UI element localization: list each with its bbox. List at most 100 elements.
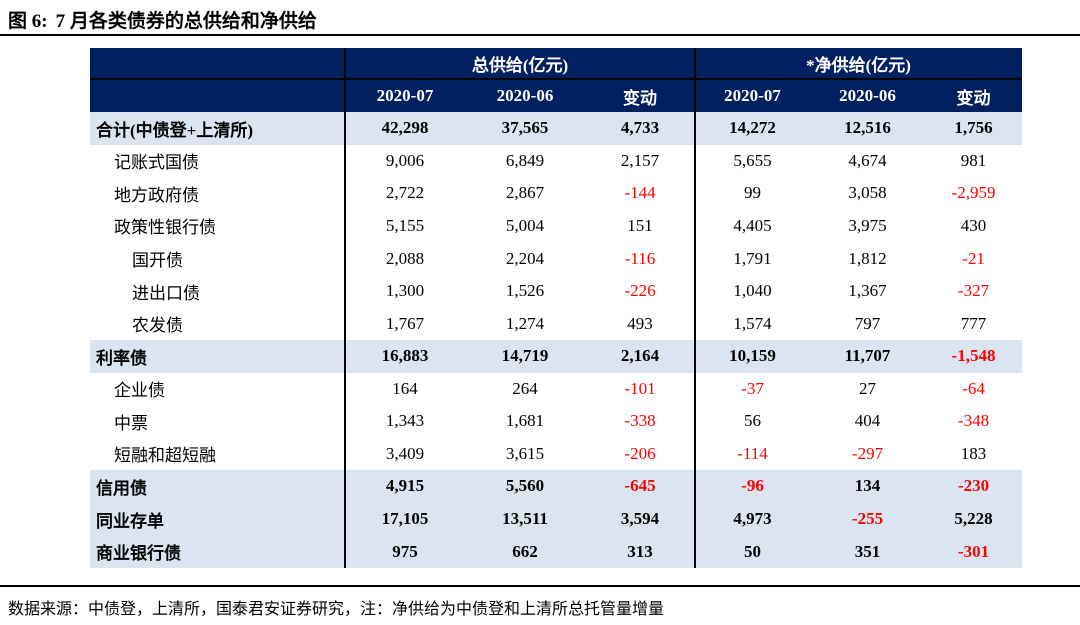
value-cell: 13,511	[502, 509, 548, 529]
value-cell: 6,849	[505, 150, 545, 170]
table-group-header-row: 总供给(亿元) *净供给(亿元)	[90, 48, 1022, 80]
table-divider-right	[694, 48, 696, 568]
group-header-net-supply: *净供给(亿元)	[806, 55, 911, 75]
value-cell: 4,973	[733, 509, 772, 529]
row-label: 国开债	[132, 251, 183, 271]
value-cell: -96	[741, 476, 764, 496]
value-cell: 16,883	[381, 346, 429, 366]
value-cell: 5,655	[733, 150, 772, 170]
column-header-2020-06: 2020-06	[496, 86, 554, 105]
value-cell: 134	[854, 476, 881, 496]
value-cell: 2,722	[385, 183, 425, 203]
value-cell: 99	[744, 183, 761, 203]
value-cell: 4,733	[620, 118, 660, 138]
value-cell: 777	[960, 313, 987, 333]
value-cell: 9,006	[385, 150, 425, 170]
value-cell: -2,959	[951, 183, 996, 203]
value-cell: 1,040	[733, 281, 772, 301]
value-cell: 5,228	[954, 509, 993, 529]
title-divider-line	[0, 34, 1080, 36]
value-cell: 2,204	[505, 248, 545, 268]
value-cell: 662	[512, 541, 538, 561]
table-row: 短融和超短融 3,409 3,615 -206 -114 -297 183	[90, 438, 1022, 471]
row-label: 企业债	[114, 381, 165, 401]
value-cell: -226	[624, 281, 656, 301]
value-cell: 37,565	[501, 118, 549, 138]
row-label: 利率债	[96, 348, 147, 368]
table-row: 地方政府债 2,722 2,867 -144 99 3,058 -2,959	[90, 177, 1022, 210]
value-cell: -206	[624, 443, 656, 463]
column-header-empty	[90, 80, 345, 112]
value-cell: 1,812	[848, 248, 887, 268]
value-cell: -101	[624, 378, 656, 398]
value-cell: 164	[392, 378, 418, 398]
group-header-empty	[90, 48, 345, 78]
value-cell: 5,004	[505, 215, 545, 235]
table-row: 信用债 4,915 5,560 -645 -96 134 -230	[90, 470, 1022, 503]
value-cell: -645	[624, 476, 656, 496]
value-cell: -297	[851, 443, 884, 463]
value-cell: 4,674	[848, 150, 887, 170]
table-row: 国开债 2,088 2,204 -116 1,791 1,812 -21	[90, 242, 1022, 275]
table-body: 合计(中债登+上清所) 42,298 37,565 4,733 14,272 12,516…	[90, 112, 1022, 568]
table-row: 农发债 1,767 1,274 493 1,574 797 777	[90, 307, 1022, 340]
row-label: 同业存单	[96, 511, 164, 531]
value-cell: 1,681	[505, 411, 545, 431]
figure-number-label: 图 6:	[8, 11, 48, 32]
value-cell: 4,405	[733, 215, 772, 235]
value-cell: -348	[957, 411, 990, 431]
value-cell: 11,707	[844, 346, 891, 366]
group-header-total-supply: 总供给(亿元)	[471, 55, 569, 75]
value-cell: 10,159	[729, 346, 776, 366]
table-row: 合计(中债登+上清所) 42,298 37,565 4,733 14,272 12,516…	[90, 112, 1022, 145]
row-label: 政策性银行债	[114, 218, 216, 238]
value-cell: 2,157	[620, 150, 660, 170]
value-cell: 1,791	[733, 248, 772, 268]
figure-title-text: 7 月各类债券的总供给和净供给	[55, 11, 317, 32]
value-cell: -21	[962, 248, 985, 268]
value-cell: -64	[962, 378, 985, 398]
row-label: 记账式国债	[114, 153, 199, 173]
value-cell: 313	[627, 541, 653, 561]
table-row: 中票 1,343 1,681 -338 56 404 -348	[90, 405, 1022, 438]
value-cell: 1,767	[385, 313, 425, 333]
value-cell: 3,615	[505, 443, 545, 463]
row-label: 中票	[114, 413, 148, 433]
row-label: 农发债	[132, 316, 183, 336]
row-label: 地方政府债	[114, 185, 199, 205]
value-cell: 17,105	[381, 509, 429, 529]
column-header-change: 变动	[956, 88, 991, 108]
value-cell: -37	[741, 378, 764, 398]
value-cell: 430	[960, 215, 987, 235]
value-cell: 1,574	[733, 313, 772, 333]
value-cell: 3,975	[848, 215, 887, 235]
value-cell: 2,088	[385, 248, 425, 268]
value-cell: 1,526	[505, 281, 545, 301]
value-cell: 1,300	[385, 281, 425, 301]
value-cell: 3,409	[385, 443, 425, 463]
value-cell: 56	[744, 411, 761, 431]
value-cell: 2,867	[505, 183, 545, 203]
table-column-header-row: 2020-07 2020-06 变动 2020-07 2020-06 变动	[90, 80, 1022, 112]
row-label: 进出口债	[132, 283, 200, 303]
footer-divider-line	[0, 585, 1080, 587]
value-cell: -144	[624, 183, 656, 203]
value-cell: 981	[960, 150, 987, 170]
column-header-2020-06: 2020-06	[839, 86, 896, 105]
value-cell: 4,915	[385, 476, 425, 496]
row-label: 短融和超短融	[114, 446, 216, 466]
bond-supply-table: 总供给(亿元) *净供给(亿元) 2020-07 2020-06 变动 2020-07…	[90, 48, 1022, 568]
value-cell: 264	[512, 378, 538, 398]
value-cell: -301	[957, 541, 990, 561]
value-cell: 351	[854, 541, 881, 561]
value-cell: -327	[957, 281, 990, 301]
column-header-2020-07: 2020-07	[724, 86, 781, 105]
value-cell: 1,274	[505, 313, 545, 333]
value-cell: 3,594	[620, 509, 660, 529]
value-cell: 12,516	[844, 118, 891, 138]
row-label: 商业银行债	[96, 544, 181, 564]
value-cell: 3,058	[848, 183, 887, 203]
value-cell: 797	[854, 313, 881, 333]
figure-title: 图 6: 7 月各类债券的总供给和净供给	[8, 6, 317, 33]
